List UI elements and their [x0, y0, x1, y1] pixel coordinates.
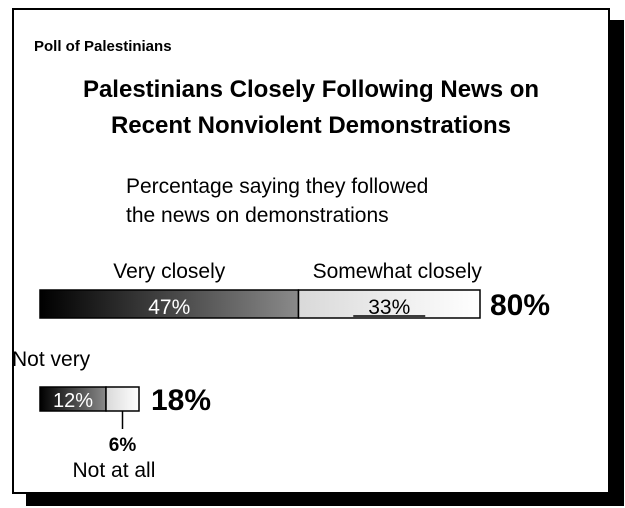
chart-title-line2: Recent Nonviolent Demonstrations: [110, 112, 512, 139]
bar-segment-somewhat-closely: [297, 289, 481, 319]
chart-subtitle-line2: the news on demonstrations: [126, 204, 389, 227]
chart-subtitle-line1: Percentage saying they followed: [126, 175, 429, 198]
legend-not-at-all: Not at all: [73, 459, 156, 482]
poll-card: Poll of Palestinians Palestinians Closel…: [12, 8, 610, 494]
legend-very-closely: Very closely: [113, 260, 226, 283]
poll-label: Poll of Palestinians: [34, 38, 172, 55]
legend-not-very: Not very: [14, 348, 91, 371]
data-label-very-closely: 47%: [148, 296, 190, 319]
data-label-not-very: 12%: [53, 390, 93, 412]
legend-somewhat-closely: Somewhat closely: [313, 260, 483, 283]
total-label-followed-closely: 80%: [490, 289, 550, 322]
total-label-not-closely: 18%: [151, 384, 211, 417]
stacked-bar-chart: Very closely Somewhat closely 47% 33% 80% Not…: [14, 260, 550, 482]
chart-title-line1: Palestinians Closely Following News on: [82, 76, 540, 103]
data-label-not-at-all: 6%: [109, 435, 137, 456]
data-label-somewhat-closely: 33%: [368, 296, 410, 319]
bar-segment-not-at-all: [105, 386, 140, 412]
